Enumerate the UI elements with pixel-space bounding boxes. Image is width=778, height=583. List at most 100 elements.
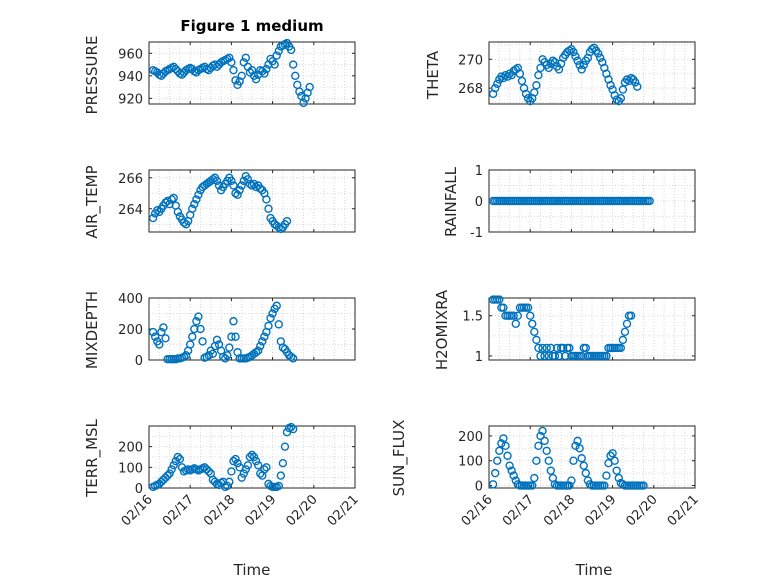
data-point <box>490 83 500 93</box>
data-point <box>511 65 520 74</box>
ytick-label: 0 <box>475 480 483 495</box>
series-air_temp <box>148 171 292 234</box>
xtick-label: 02/21 <box>665 492 702 529</box>
series-sun_flux <box>488 426 648 490</box>
data-point <box>196 324 205 334</box>
data-point <box>507 70 516 80</box>
data-point <box>212 62 222 72</box>
data-point <box>241 465 251 474</box>
data-point <box>239 469 248 478</box>
data-point <box>620 327 630 337</box>
data-point <box>581 343 591 353</box>
data-point <box>546 343 555 353</box>
data-point <box>262 463 271 472</box>
data-point <box>227 332 236 341</box>
data-point <box>223 481 232 491</box>
data-point <box>194 190 203 200</box>
data-point <box>258 67 267 76</box>
data-point <box>513 311 523 320</box>
data-point <box>260 332 269 341</box>
ylabel-terr-msl-text: TERR_MSL <box>83 418 102 497</box>
data-point <box>204 65 213 75</box>
ylabel-air-temp-text: AIR_TEMP <box>83 165 102 238</box>
data-point <box>565 46 574 55</box>
data-point <box>159 323 168 332</box>
data-point <box>276 224 286 234</box>
data-point <box>550 351 560 361</box>
data-point <box>606 451 615 460</box>
data-point <box>276 471 286 480</box>
data-point <box>301 94 310 103</box>
data-point <box>225 477 234 486</box>
data-point <box>188 204 197 213</box>
ytick-label: 100 <box>458 455 483 470</box>
data-point <box>639 481 648 490</box>
data-point <box>530 88 539 97</box>
data-point <box>544 63 553 73</box>
data-point <box>542 343 551 353</box>
data-point <box>237 181 246 190</box>
data-point <box>616 343 626 353</box>
data-point <box>645 196 654 206</box>
data-point <box>534 343 543 353</box>
data-point <box>587 45 597 54</box>
data-point <box>573 436 582 446</box>
data-point <box>303 88 312 97</box>
data-point <box>286 352 296 362</box>
data-point <box>612 95 621 104</box>
data-point <box>295 87 304 96</box>
data-point <box>169 62 178 72</box>
data-point <box>190 199 199 209</box>
data-point <box>227 58 236 67</box>
data-point <box>229 65 238 75</box>
data-point <box>148 327 158 337</box>
data-point <box>264 321 273 331</box>
data-point <box>565 343 574 353</box>
data-point <box>169 193 178 203</box>
ylabel-pressure-text: PRESSURE <box>83 36 101 115</box>
ytick-label: 940 <box>118 70 143 85</box>
data-point <box>573 56 582 65</box>
data-point <box>208 349 218 358</box>
data-point <box>612 466 621 475</box>
series-terr_msl <box>148 422 298 492</box>
data-point <box>256 341 265 351</box>
data-point <box>600 481 609 490</box>
data-point <box>614 473 623 483</box>
data-point <box>227 176 236 186</box>
data-point <box>289 424 298 434</box>
data-point <box>509 311 518 320</box>
data-point <box>251 348 261 357</box>
data-point <box>503 451 512 460</box>
data-point <box>171 456 180 466</box>
ylabel-mixdepth: MIXDEPTH <box>83 291 101 369</box>
data-point <box>233 459 242 468</box>
data-point <box>268 309 277 318</box>
data-point <box>155 340 164 349</box>
ytick-label: 270 <box>458 53 483 68</box>
data-point <box>540 436 549 446</box>
xtick-label: 02/21 <box>325 492 362 529</box>
data-point <box>544 351 553 361</box>
data-point <box>618 335 628 345</box>
xtick-label: 02/20 <box>624 492 661 529</box>
data-point <box>231 454 240 464</box>
data-point <box>530 327 539 337</box>
data-point <box>577 351 586 361</box>
data-point <box>606 81 615 90</box>
data-point <box>554 351 564 361</box>
data-point <box>181 351 191 360</box>
data-point <box>157 327 166 337</box>
data-point <box>233 190 242 200</box>
data-point <box>579 60 588 70</box>
data-point <box>251 74 261 84</box>
ytick-label: 200 <box>118 441 143 456</box>
data-point <box>167 465 176 474</box>
data-point <box>499 434 508 443</box>
data-point <box>289 60 298 69</box>
data-point <box>249 452 259 462</box>
ytick-label: 1 <box>475 164 483 179</box>
ytick-label: 100 <box>118 461 143 476</box>
subplot-h2omixra: 11.5 <box>462 295 696 365</box>
